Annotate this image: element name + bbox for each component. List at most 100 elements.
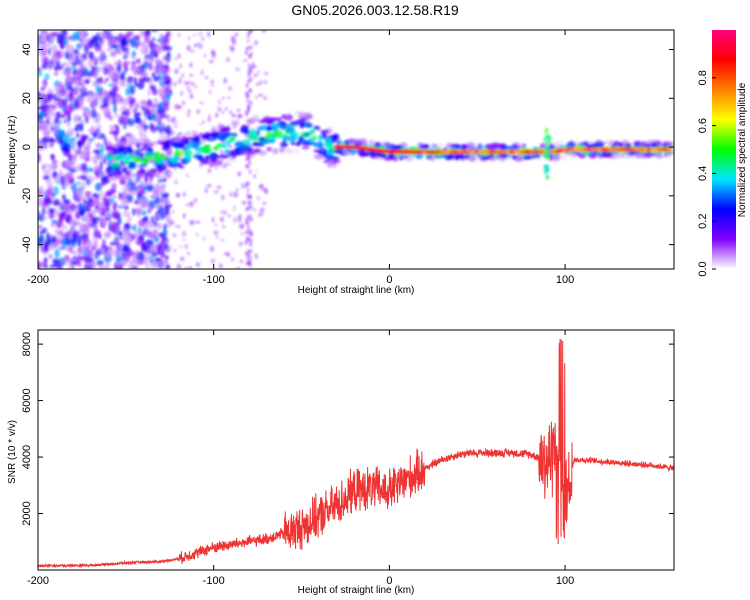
ridge-blob	[158, 169, 163, 173]
noise-blob	[202, 236, 206, 241]
noise-blob	[245, 112, 249, 117]
noise-blob	[97, 55, 106, 62]
spike-blob	[546, 144, 550, 149]
noise-blob	[139, 132, 144, 138]
spike-blob	[543, 150, 547, 155]
noise-blob	[174, 68, 179, 75]
noise-blob	[106, 93, 111, 102]
noise-blob	[218, 99, 221, 106]
noise-blob	[38, 230, 45, 235]
noise-blob	[188, 89, 192, 94]
noise-blob	[133, 76, 137, 84]
noise-blob	[94, 40, 100, 49]
noise-blob	[112, 96, 116, 105]
noise-blob	[153, 76, 160, 82]
noise-blob	[69, 203, 77, 210]
noise-blob	[264, 71, 269, 76]
noise-blob	[42, 43, 46, 54]
noise-blob	[78, 38, 83, 42]
ridge-blob	[135, 142, 141, 149]
spectrogram-y-axis-label: Frequency (Hz)	[7, 116, 18, 185]
ridge-blob	[274, 117, 282, 121]
ridge-blob	[264, 134, 270, 142]
noise-blob	[114, 113, 119, 118]
ridge-blob	[202, 148, 212, 154]
ridge-blob	[285, 127, 296, 133]
noise-blob	[103, 158, 107, 164]
noise-blob	[131, 61, 136, 65]
noise-blob	[75, 189, 83, 198]
ridge-blob	[105, 145, 115, 152]
noise-blob	[196, 109, 201, 114]
noise-blob	[164, 255, 169, 259]
noise-blob	[174, 179, 178, 185]
ridge-blob	[190, 138, 198, 143]
noise-blob	[48, 210, 55, 220]
noise-blob	[49, 107, 55, 117]
ridge-blob	[431, 143, 438, 148]
noise-blob	[122, 243, 130, 252]
noise-blob	[188, 266, 193, 269]
noise-blob	[60, 85, 66, 94]
ridge-blob	[333, 135, 340, 140]
noise-blob	[197, 42, 201, 45]
ridge-blob	[137, 172, 144, 179]
spike-blob	[545, 141, 549, 146]
noise-blob	[154, 58, 161, 65]
noise-blob	[165, 77, 170, 81]
noise-blob	[51, 138, 57, 143]
noise-blob	[263, 96, 268, 100]
noise-blob	[251, 62, 255, 68]
noise-blob	[79, 64, 85, 70]
noise-blob	[66, 247, 71, 252]
noise-blob	[186, 45, 191, 52]
noise-blob	[42, 175, 50, 180]
ridge-blob	[144, 151, 155, 157]
noise-blob	[172, 209, 175, 215]
noise-blob	[172, 233, 177, 237]
noise-blob	[63, 119, 67, 124]
noise-blob	[162, 227, 167, 233]
noise-blob	[226, 251, 231, 257]
noise-blob	[80, 57, 85, 67]
noise-blob	[64, 142, 71, 153]
noise-blob	[82, 170, 89, 176]
noise-blob	[49, 143, 54, 148]
noise-blob	[237, 113, 243, 119]
noise-blob	[186, 173, 189, 177]
noise-blob	[113, 81, 118, 86]
noise-blob	[246, 214, 250, 219]
chart-title: GN05.2026.003.12.58.R19	[291, 2, 459, 18]
noise-blob	[165, 85, 170, 90]
noise-blob	[115, 259, 123, 263]
ridge-core-blob	[667, 147, 674, 152]
ridge-blob	[352, 138, 362, 144]
noise-blob	[58, 229, 64, 236]
ridge-blob	[587, 140, 594, 145]
noise-blob	[157, 187, 164, 196]
noise-blob	[123, 66, 129, 73]
noise-blob	[257, 70, 260, 74]
noise-blob	[220, 239, 225, 242]
noise-blob	[127, 118, 135, 127]
noise-blob	[66, 77, 73, 83]
noise-blob	[145, 239, 154, 244]
noise-blob	[167, 124, 171, 131]
ridge-blob	[655, 153, 664, 159]
ridge-blob	[446, 153, 455, 160]
spectrogram-heatmap	[38, 30, 674, 269]
ridge-blob	[634, 153, 644, 159]
noise-blob	[87, 249, 94, 259]
noise-blob	[225, 57, 231, 63]
ridge-blob	[138, 164, 146, 168]
noise-blob	[98, 189, 103, 200]
noise-blob	[147, 89, 151, 97]
ridge-blob	[227, 159, 238, 163]
noise-blob	[62, 233, 70, 238]
noise-blob	[227, 86, 233, 91]
ridge-blob	[565, 142, 576, 149]
noise-blob	[48, 253, 53, 260]
noise-blob	[179, 63, 182, 69]
noise-blob	[76, 68, 82, 77]
noise-blob	[79, 208, 86, 217]
